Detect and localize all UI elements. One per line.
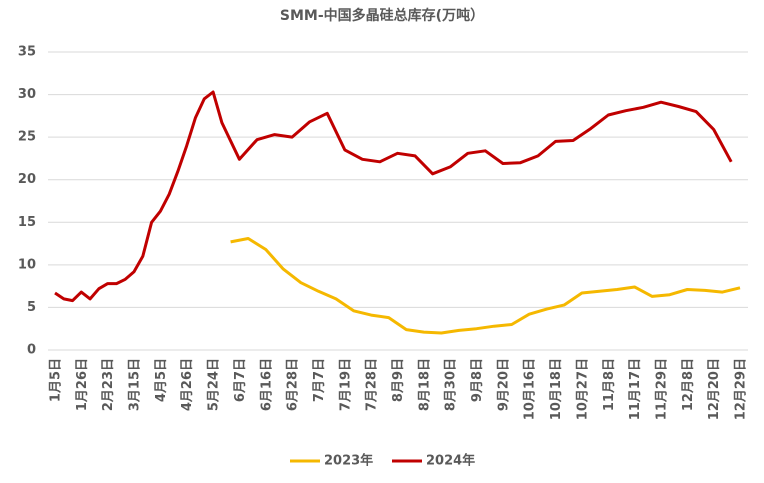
x-tick-label: 11月17日 (628, 358, 643, 420)
x-tick-label: 6月16日 (259, 358, 274, 411)
chart-title: SMM-中国多晶硅总库存(万吨） (280, 7, 484, 24)
y-tick-label: 15 (18, 215, 36, 230)
line-series (54, 90, 733, 303)
x-tick-label: 4月5日 (154, 358, 169, 402)
x-tick-label: 8月18日 (417, 358, 432, 411)
x-tick-label: 6月7日 (233, 358, 248, 402)
y-tick-label: 30 (18, 87, 36, 102)
x-tick-label: 5月24日 (207, 358, 222, 411)
x-tick-label: 10月27日 (575, 358, 590, 420)
y-tick-label: 0 (27, 343, 36, 358)
x-tick-label: 7月7日 (312, 358, 327, 402)
x-tick-label: 4月26日 (180, 358, 195, 411)
x-tick-label: 12月29日 (734, 358, 749, 420)
y-tick-label: 20 (18, 172, 36, 187)
x-tick-label: 8月30日 (444, 358, 459, 411)
legend-label: 2023年 (324, 453, 373, 469)
x-tick-label: 7月28日 (365, 358, 380, 411)
x-tick-label: 9月20日 (496, 358, 511, 411)
y-tick-label: 25 (18, 130, 36, 145)
legend-label: 2024年 (426, 453, 475, 469)
x-tick-label: 12月20日 (707, 358, 722, 420)
x-tick-label: 10月18日 (549, 358, 564, 420)
x-tick-label: 12月8日 (681, 358, 696, 411)
y-tick-label: 5 (27, 300, 36, 315)
x-tick-label: 2月23日 (101, 358, 116, 411)
line-series (230, 237, 741, 335)
x-tick-label: 6月28日 (286, 358, 301, 411)
x-tick-label: 9月8日 (470, 358, 485, 402)
x-tick-label: 7月19日 (338, 358, 353, 411)
x-tick-label: 10月16日 (523, 358, 538, 420)
x-tick-label: 11月29日 (654, 358, 669, 420)
x-tick-label: 1月26日 (75, 358, 90, 411)
y-tick-label: 35 (18, 45, 36, 60)
x-tick-label: 1月5日 (49, 358, 64, 402)
x-tick-label: 3月15日 (128, 358, 143, 411)
x-tick-label: 11月8日 (602, 358, 617, 411)
y-tick-label: 10 (18, 257, 36, 272)
x-tick-label: 8月9日 (391, 358, 406, 402)
